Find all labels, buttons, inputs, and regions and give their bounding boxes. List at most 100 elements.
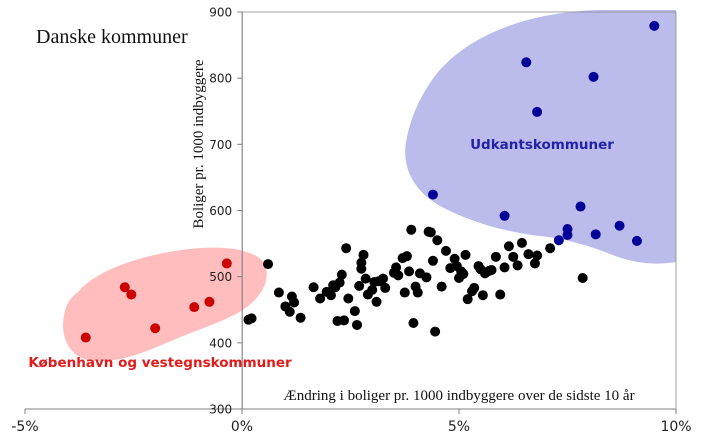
- data-point: [436, 281, 447, 292]
- copenhagen-region-blob: [63, 247, 267, 362]
- data-point: [358, 249, 369, 260]
- data-point: [562, 224, 573, 235]
- data-point: [477, 290, 488, 301]
- x-tick-label: 5%: [448, 419, 470, 435]
- data-point: [486, 265, 497, 276]
- data-point: [521, 57, 532, 68]
- data-point: [284, 306, 295, 317]
- data-point: [349, 306, 360, 317]
- data-point: [499, 210, 510, 221]
- data-point: [315, 293, 326, 304]
- data-point: [499, 262, 510, 273]
- chart-title: Danske kommuner: [36, 26, 188, 48]
- data-point: [263, 259, 274, 270]
- data-point: [508, 251, 519, 262]
- data-point: [80, 332, 91, 343]
- data-point: [430, 326, 441, 337]
- x-tick-label: 10%: [660, 419, 691, 435]
- data-point: [532, 106, 543, 117]
- copenhagen-region-label: København og vestegnskommuner: [28, 355, 292, 371]
- data-point: [462, 294, 473, 305]
- data-point: [325, 290, 336, 301]
- data-point: [631, 235, 642, 246]
- data-point: [204, 296, 215, 307]
- series-other: [243, 224, 588, 337]
- data-point: [336, 269, 347, 280]
- x-tick-label: -5%: [11, 419, 38, 435]
- y-tick-label: 800: [209, 72, 232, 86]
- data-point: [354, 280, 365, 291]
- data-point: [427, 255, 438, 266]
- x-tick-label: 0%: [231, 419, 253, 435]
- data-point: [545, 243, 556, 254]
- data-point: [512, 260, 523, 271]
- series-copenhagen: [80, 258, 232, 343]
- data-point: [393, 270, 404, 281]
- data-point: [588, 71, 599, 82]
- data-point: [371, 296, 382, 307]
- data-point: [126, 289, 137, 300]
- data-point: [399, 287, 410, 298]
- data-point: [189, 302, 200, 313]
- data-points: [80, 20, 660, 343]
- data-point: [356, 257, 367, 268]
- data-point: [408, 317, 419, 328]
- x-axis-label: Ændring i boliger pr. 1000 indbyggere ov…: [283, 388, 634, 404]
- data-point: [343, 293, 354, 304]
- data-point: [401, 251, 412, 262]
- data-point: [406, 224, 417, 235]
- data-point: [295, 312, 306, 323]
- data-point: [352, 319, 363, 330]
- data-point: [246, 313, 257, 324]
- data-point: [523, 249, 534, 260]
- series-outskirts: [427, 20, 660, 246]
- data-point: [516, 237, 527, 248]
- data-point: [614, 220, 625, 231]
- data-point: [412, 287, 423, 298]
- y-tick-label: 400: [209, 336, 232, 350]
- outskirts-region-label: Udkantskommuner: [470, 137, 614, 153]
- data-point: [289, 297, 300, 308]
- data-point: [273, 287, 284, 298]
- data-point: [440, 245, 451, 256]
- data-point: [421, 272, 432, 283]
- y-tick-label: 900: [209, 6, 232, 20]
- data-point: [338, 315, 349, 326]
- data-point: [495, 289, 506, 300]
- axes: -5% 0% 5% 10% 300 400 500 600 700 800 900: [11, 6, 691, 436]
- data-point: [341, 243, 352, 254]
- data-point: [404, 266, 415, 277]
- data-point: [334, 277, 345, 288]
- data-point: [425, 227, 436, 238]
- data-point: [119, 282, 130, 293]
- x-ticks: -5% 0% 5% 10%: [11, 409, 692, 435]
- y-axis-label: Boliger pr. 1000 indbyggere: [191, 59, 207, 228]
- data-point: [378, 273, 389, 284]
- data-point: [553, 235, 564, 246]
- region-blobs: [63, 10, 676, 362]
- data-point: [575, 201, 586, 212]
- data-point: [432, 235, 443, 246]
- data-point: [469, 282, 480, 293]
- y-tick-label: 500: [209, 270, 232, 284]
- y-tick-label: 600: [209, 204, 232, 218]
- y-tick-label: 300: [209, 403, 232, 417]
- data-point: [150, 323, 161, 334]
- data-point: [490, 251, 501, 262]
- data-point: [649, 20, 660, 31]
- data-point: [460, 249, 471, 260]
- data-point: [380, 282, 391, 293]
- data-point: [391, 262, 402, 273]
- data-point: [221, 258, 232, 269]
- data-point: [308, 282, 319, 293]
- data-point: [532, 250, 543, 261]
- y-ticks: 300 400 500 600 700 800 900: [209, 6, 243, 417]
- y-tick-label: 700: [209, 138, 232, 152]
- chart-labels: Danske kommuner Boliger pr. 1000 indbygg…: [28, 26, 634, 404]
- data-point: [367, 284, 378, 295]
- data-point: [503, 241, 514, 252]
- data-point: [360, 273, 371, 284]
- data-point: [577, 272, 588, 283]
